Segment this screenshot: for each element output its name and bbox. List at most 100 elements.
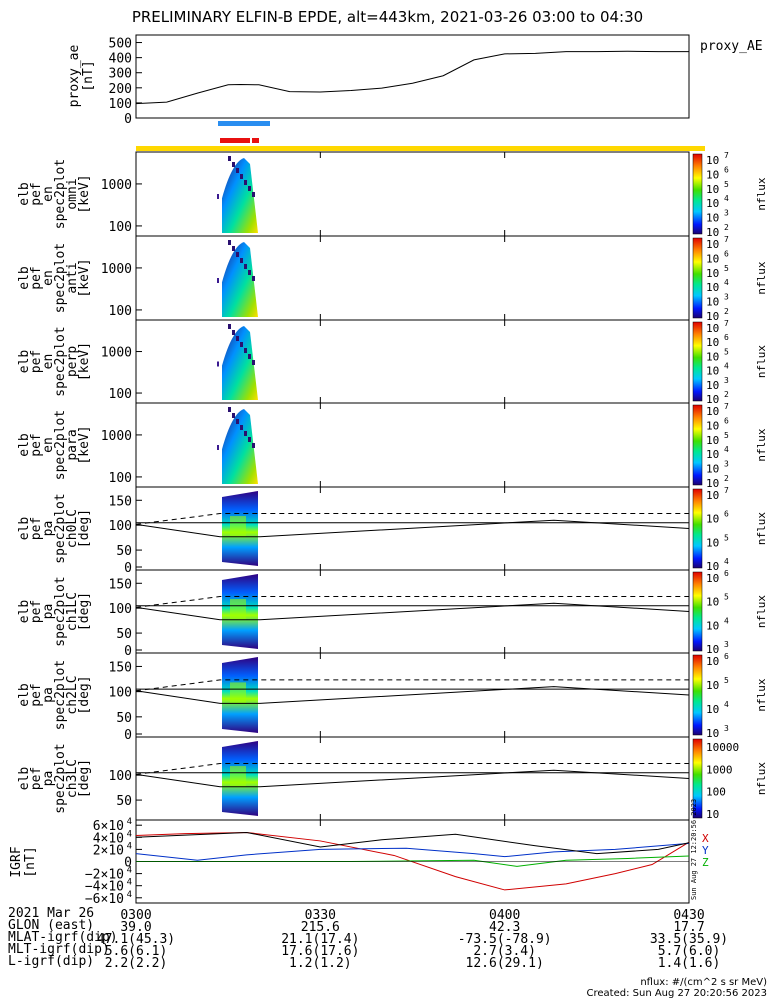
colorbar-tick-exponent: 5 xyxy=(724,593,729,602)
igrf-tick-label: −4×10 xyxy=(85,880,124,895)
panel-tick-label: 100 xyxy=(109,686,132,701)
ephemeris-value: 0430 xyxy=(673,908,704,923)
panel-ylabel: elb xyxy=(17,517,32,541)
panel-ylabel: spec2plot xyxy=(53,493,68,563)
ephemeris-value: 12.6(29.1) xyxy=(466,956,544,971)
panel-ylabel: elb xyxy=(17,600,32,624)
colorbar-tick-exponent: 4 xyxy=(724,194,729,203)
igrf-tick-exponent: 4 xyxy=(127,829,132,839)
spectrogram-pixel xyxy=(252,360,255,365)
ephemeris-value: 0330 xyxy=(305,908,336,923)
panel-ylabel: pef xyxy=(29,182,44,205)
spectrogram-pixel xyxy=(228,407,231,412)
igrf-series-label: Z xyxy=(702,856,709,869)
colorbar-tick-exponent: 2 xyxy=(724,474,729,483)
spectrogram-pixel xyxy=(217,194,219,199)
panel-ylabel: ch0LC xyxy=(65,509,80,548)
colorbar xyxy=(692,153,703,235)
igrf-timestamp: Sun Aug 27 12:20:56 2023 xyxy=(690,799,698,900)
panel-tick-label: 100 xyxy=(109,769,132,784)
ephemeris-value: 1.4(1.6) xyxy=(658,956,721,971)
colorbar-label: nflux xyxy=(755,428,768,461)
ae-tick-label: 200 xyxy=(109,82,132,97)
panel-ylabel: spec2plot xyxy=(53,660,68,730)
ae-frame xyxy=(135,34,690,119)
zone-bar-red xyxy=(252,138,259,143)
panel-ylabel: pef xyxy=(29,350,44,373)
ephemeris-value: 2.7(3.4) xyxy=(473,944,536,959)
ephemeris-value: 215.6 xyxy=(301,920,340,935)
colorbar-tick-label: 10 xyxy=(706,477,719,490)
spectrogram-pixel xyxy=(252,443,255,448)
zone-bar-red xyxy=(220,138,250,143)
colorbar-tick-label: 10 xyxy=(706,655,719,668)
ae-tick-label: 500 xyxy=(109,37,132,52)
colorbar-tick-label: 10 xyxy=(706,226,719,239)
panel-ylabel: pef xyxy=(29,433,44,456)
colorbar-tick-exponent: 6 xyxy=(724,569,729,578)
spectrogram-pixel xyxy=(236,336,239,341)
spectrogram-pixel xyxy=(232,246,235,251)
panel-ylabel: elb xyxy=(17,683,32,707)
colorbar-label: nflux xyxy=(755,512,768,545)
igrf-tick-label: 0 xyxy=(124,856,132,871)
colorbar-tick-label: 10 xyxy=(706,212,719,225)
colorbar-tick-label: 10 xyxy=(706,322,719,335)
spectrogram-pixel xyxy=(248,437,251,442)
spectrogram-region xyxy=(222,242,258,317)
colorbar-tick-exponent: 4 xyxy=(724,616,729,625)
panel-ylabel: ch3LC xyxy=(65,759,80,798)
spectrogram-pixel xyxy=(236,419,239,424)
colorbar-tick-label: 10 xyxy=(706,489,719,502)
spectrogram-pixel xyxy=(252,276,255,281)
colorbar-tick-exponent: 7 xyxy=(724,235,729,244)
ephem-mlat-label: MLAT-igrf(dip) xyxy=(8,930,118,945)
colorbar-tick-exponent: 3 xyxy=(724,724,729,733)
ephemeris-value: 17.7 xyxy=(673,920,704,935)
spectrogram-pixel xyxy=(244,180,247,185)
units-note: nflux: #/(cm^2 s sr MeV) xyxy=(640,977,767,988)
ephemeris-value: 39.0 xyxy=(120,920,151,935)
panel-tick-label: 150 xyxy=(109,577,132,592)
colorbar-tick-label: 10 xyxy=(706,336,719,349)
colorbar-tick-exponent: 4 xyxy=(724,278,729,287)
colorbar-tick-exponent: 2 xyxy=(724,223,729,232)
colorbar-tick-label: 10 xyxy=(706,513,719,526)
panel-ylabel: omni xyxy=(65,178,80,209)
colorbar-tick-exponent: 5 xyxy=(724,347,729,356)
colorbar xyxy=(692,237,703,319)
panel-ylabel: pef xyxy=(29,266,44,289)
colorbar-label: nflux xyxy=(755,762,768,795)
ephemeris-value: 5.7(6.0) xyxy=(658,944,721,959)
colorbar-tick-exponent: 3 xyxy=(724,209,729,218)
colorbar xyxy=(692,488,703,569)
panel-ylabel: spec2plot xyxy=(53,576,68,646)
colorbar-label: nflux xyxy=(755,261,768,294)
panel-ylabel: para xyxy=(65,429,80,460)
panel-tick-label: 100 xyxy=(109,220,132,235)
panel-tick-label: 150 xyxy=(109,660,132,675)
ephem-glon-label: GLON (east) xyxy=(8,918,95,933)
colorbar-tick-exponent: 7 xyxy=(724,151,729,160)
colorbar-tick-label: 1000 xyxy=(706,763,733,776)
ephem-mlt-label: MLT-igrf(dip) xyxy=(8,942,110,957)
panel-tick-label: 100 xyxy=(109,519,132,534)
panel-ylabel: en xyxy=(41,270,56,286)
panel-tick-label: 150 xyxy=(109,494,132,509)
igrf-tick-label: 6×10 xyxy=(93,819,124,834)
spectrogram-pixel xyxy=(217,361,219,367)
ephemeris-value: 0300 xyxy=(120,908,151,923)
colorbar-tick-exponent: 6 xyxy=(724,416,729,425)
ephemeris-value: 17.6(17.6) xyxy=(281,944,359,959)
spectrogram-pixel xyxy=(244,264,247,269)
colorbar-tick-label: 10 xyxy=(706,405,719,418)
panel-ylabel: [keV] xyxy=(77,258,92,297)
panel-tick-label: 1000 xyxy=(101,262,132,277)
ephemeris-value: 21.1(17.4) xyxy=(281,932,359,947)
igrf-tick-exponent: 4 xyxy=(127,890,132,900)
igrf-tick-label: −6×10 xyxy=(85,892,124,907)
colorbar-tick-label: 10 xyxy=(706,560,719,573)
spectrogram-region xyxy=(222,326,258,400)
igrf-total-curve xyxy=(135,831,690,855)
panel-ylabel: [keV] xyxy=(77,425,92,464)
